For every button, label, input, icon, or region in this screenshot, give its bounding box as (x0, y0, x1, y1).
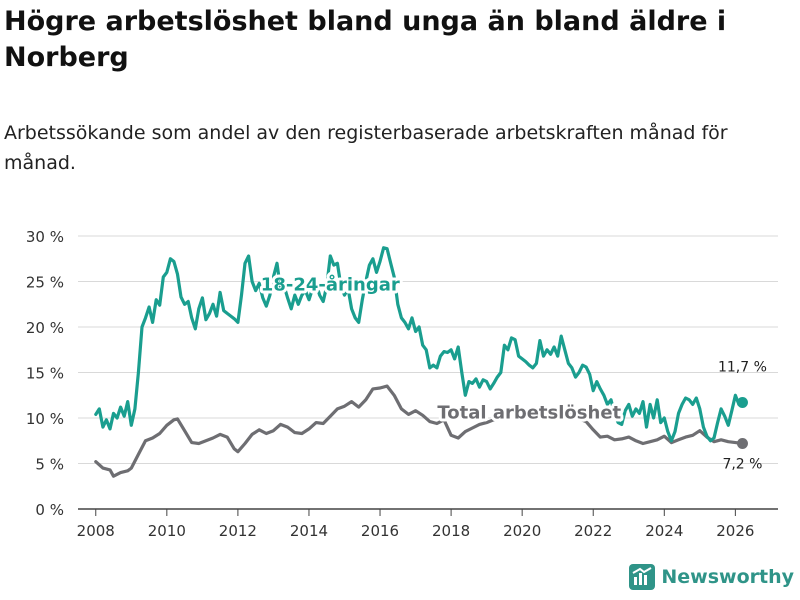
x-tick-label: 2008 (77, 522, 115, 540)
brand-logo: Newsworthy (629, 564, 794, 590)
x-tick-label: 2018 (432, 522, 470, 540)
x-tick-label: 2020 (503, 522, 541, 540)
y-tick-label: 25 % (26, 274, 64, 292)
series-end-point (736, 397, 748, 409)
y-tick-label: 10 % (26, 410, 64, 428)
brand-name: Newsworthy (661, 566, 794, 588)
y-tick-label: 5 % (35, 456, 64, 474)
end-label: 7,2 % (722, 456, 762, 472)
x-tick-label: 2014 (290, 522, 328, 540)
end-label: 11,7 % (718, 360, 767, 376)
newsworthy-logo-icon (629, 564, 656, 590)
series-end-point (736, 437, 748, 449)
x-tick-label: 2026 (716, 522, 754, 540)
x-tick-label: 2016 (361, 522, 399, 540)
series-annotation: 18-24-åringar (261, 273, 400, 295)
page-title: Högre arbetslöshet bland unga än bland ä… (4, 6, 727, 73)
series-annotation: Total arbetslöshet (437, 403, 621, 424)
x-tick-label: 2012 (219, 522, 257, 540)
y-tick-label: 20 % (26, 319, 64, 337)
x-tick-label: 2010 (148, 522, 186, 540)
y-tick-label: 30 % (26, 228, 64, 246)
x-tick-label: 2022 (574, 522, 612, 540)
series-line (94, 246, 745, 443)
y-tick-label: 0 % (35, 501, 64, 519)
series-line (94, 384, 745, 478)
y-tick-label: 15 % (26, 365, 64, 383)
page-subtitle: Arbetssökande som andel av den registerb… (4, 122, 728, 174)
x-tick-label: 2024 (645, 522, 683, 540)
